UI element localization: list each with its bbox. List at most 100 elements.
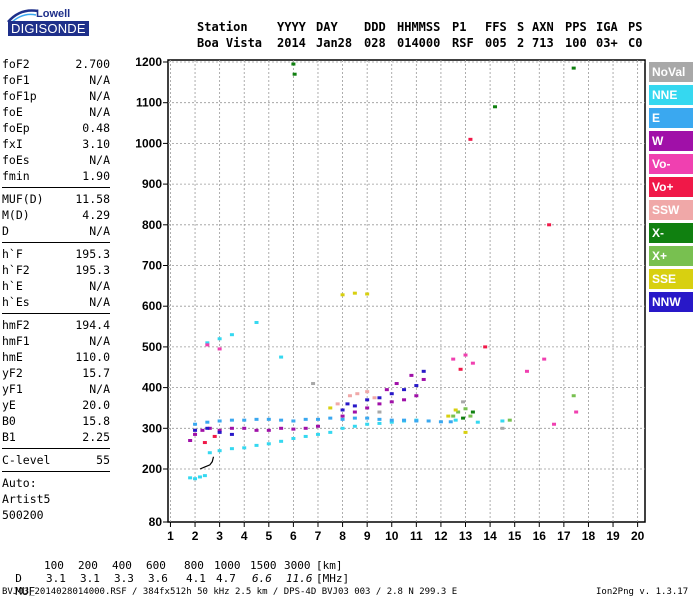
- data-point-w: [229, 426, 234, 430]
- data-point-w: [414, 394, 419, 398]
- y-tick-label: 1000: [135, 136, 162, 150]
- x-tick-label: 13: [459, 529, 473, 543]
- x-tick-label: 4: [241, 529, 248, 543]
- param-name: yE: [2, 398, 16, 412]
- header-col-10-value: 03+: [596, 36, 618, 50]
- header-col-11-value: C0: [628, 36, 643, 50]
- param-name: h`F2: [2, 263, 30, 277]
- param-row: h`Es N/A: [2, 294, 110, 310]
- data-point-x: [493, 105, 498, 109]
- param-name: B0: [2, 414, 16, 428]
- data-point-e: [365, 416, 370, 420]
- data-point-w: [421, 377, 426, 381]
- data-point-sse: [365, 292, 370, 296]
- param-value: N/A: [89, 105, 110, 119]
- data-point-nnw: [414, 384, 419, 388]
- data-point-noval: [311, 382, 316, 386]
- data-point-nnw: [377, 396, 382, 400]
- header-col-11-label: PS: [628, 20, 643, 34]
- distance-row: D: [2, 559, 22, 585]
- header-col-5-label: P1: [452, 20, 467, 34]
- distance-value: 200: [78, 559, 98, 572]
- data-point-nne: [500, 419, 505, 423]
- y-tick-label: 900: [142, 177, 162, 191]
- data-point-noval: [500, 426, 505, 430]
- param-row: foF2 2.700: [2, 56, 110, 72]
- data-point-ssw: [355, 392, 360, 396]
- param-value: 195.3: [75, 247, 110, 261]
- data-point-nnw: [345, 402, 350, 406]
- data-point-vo: [212, 434, 217, 438]
- param-group-muf: MUF(D) 11.58 M(D) 4.29 D N/A: [2, 191, 110, 239]
- param-value: 194.4: [75, 318, 110, 332]
- param-name: D: [2, 224, 9, 238]
- param-value: N/A: [89, 224, 110, 238]
- data-point-ssw: [335, 402, 340, 406]
- param-row: yF1 N/A: [2, 381, 110, 397]
- param-name: hmF2: [2, 318, 30, 332]
- logo-digisonde: DIGISONDE: [8, 21, 89, 36]
- data-point-e: [217, 419, 222, 423]
- legend-item-w: W: [649, 131, 693, 151]
- divider: [2, 242, 110, 243]
- data-point-nne: [207, 451, 212, 455]
- data-point-nne: [475, 420, 480, 424]
- param-group-heights: h`F 195.3 h`F2 195.3 h`E N/A h`Es N/A: [2, 246, 110, 310]
- y-tick-label: 800: [142, 218, 162, 232]
- param-row: D N/A: [2, 223, 110, 239]
- param-value: 15.7: [82, 366, 110, 380]
- x-tick-label: 14: [483, 529, 497, 543]
- distance-value: 800: [184, 559, 204, 572]
- y-tick-label: 200: [142, 462, 162, 476]
- data-point-nnw: [217, 430, 222, 434]
- legend-item-nne: NNE: [649, 85, 693, 105]
- muf-value: 6.6: [252, 572, 272, 585]
- y-tick-label: 1100: [136, 96, 162, 110]
- header-col-1-label: YYYY: [277, 20, 306, 34]
- muf-label: MUF: [15, 585, 36, 598]
- param-value: 15.8: [82, 414, 110, 428]
- param-row: fmin 1.90: [2, 168, 110, 184]
- muf-value: 4.1: [186, 572, 206, 585]
- data-point-nnw: [340, 408, 345, 412]
- param-row: foF1p N/A: [2, 88, 110, 104]
- data-point-sse: [446, 414, 451, 418]
- version-info: Ion2Png v. 1.3.17: [596, 587, 689, 597]
- data-point-vo: [205, 343, 210, 347]
- data-point-noval: [461, 400, 466, 404]
- param-name: foEp: [2, 121, 30, 135]
- logo-lowell: Lowell: [36, 8, 71, 20]
- legend-item-noval: NoVal: [649, 62, 693, 82]
- file-info: BVJ03_2014028014000.RSF / 384fx512h 50 k…: [2, 587, 458, 597]
- data-point-w: [352, 410, 357, 414]
- data-point-vo: [574, 410, 579, 414]
- param-row: hmF1 N/A: [2, 333, 110, 349]
- data-point-nne: [254, 320, 259, 324]
- param-name: M(D): [2, 208, 30, 222]
- param-name: fmin: [2, 169, 30, 183]
- data-point-nne: [279, 355, 284, 359]
- data-point-e: [340, 417, 345, 421]
- legend-item-e: E: [649, 108, 693, 128]
- data-point-e: [266, 417, 271, 421]
- data-point-w: [242, 426, 247, 430]
- param-row: MUF(D) 11.58: [2, 191, 110, 207]
- data-point-nne: [242, 446, 247, 450]
- param-value: 4.29: [82, 208, 110, 222]
- legend-item-sse: SSE: [649, 269, 693, 289]
- data-point-nnw: [205, 426, 210, 430]
- data-point-sse: [328, 406, 333, 410]
- data-point-x: [451, 414, 456, 418]
- data-point-nne: [229, 447, 234, 451]
- header-col-4-label: HHMMSS: [397, 20, 441, 34]
- y-tick-label: 80: [149, 515, 163, 529]
- header-col-2-value: Jan28: [316, 36, 353, 50]
- param-row: foE N/A: [2, 104, 110, 120]
- data-point-e: [448, 420, 453, 424]
- param-row: fxI 3.10: [2, 136, 110, 152]
- data-point-w: [377, 402, 382, 406]
- muf-value: 4.7: [216, 572, 236, 585]
- data-point-w: [384, 388, 389, 392]
- data-point-e: [438, 420, 443, 424]
- data-point-vo: [524, 369, 529, 373]
